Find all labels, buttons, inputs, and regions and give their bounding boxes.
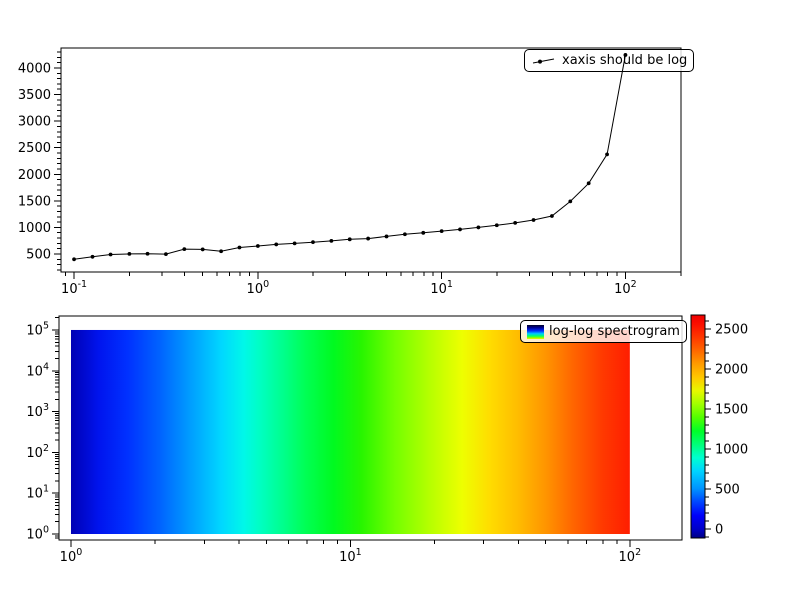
- y-tick-label: 101: [26, 484, 49, 502]
- axes-ticks: [52, 317, 631, 547]
- x-tick-label: 102: [619, 547, 642, 565]
- x-tick-label: 101: [430, 279, 453, 297]
- colorbar-tick-label: 2000: [715, 363, 748, 378]
- colorbar-frame: [690, 314, 706, 539]
- colorbar-tick-label: 0: [715, 522, 723, 537]
- line-marker-legend-icon: [532, 58, 555, 64]
- y-tick-label: 3000: [18, 115, 51, 130]
- x-tick-label: 102: [614, 279, 637, 297]
- y-tick-label: 100: [26, 525, 49, 543]
- y-tick-label: 2000: [18, 168, 51, 183]
- legend-top-label: xaxis should be log: [562, 53, 688, 68]
- y-tick-label: 1500: [18, 194, 51, 209]
- colorbar-gradient: [691, 315, 705, 538]
- y-tick-label: 500: [26, 247, 51, 262]
- colorbar-tick-label: 500: [715, 482, 740, 497]
- x-tick-label: 101: [339, 547, 362, 565]
- axes-ticks: [54, 51, 682, 279]
- y-tick-label: 2500: [18, 141, 51, 156]
- colormap-thumbnail-icon: [527, 324, 544, 339]
- top-plot: 10-1 100 101 102 500 1000 1500 2000 2500 3000 3500…: [18, 47, 682, 297]
- y-tick-label: 103: [26, 402, 49, 420]
- colorbar-tick-label: 2500: [715, 323, 748, 338]
- colorbar-ticks: [705, 320, 711, 538]
- x-tick-label: 10-1: [61, 279, 87, 297]
- legend-top-plot: xaxis should be log: [524, 49, 695, 72]
- y-tick-label: 102: [26, 443, 49, 461]
- y-tick-label: 104: [26, 361, 49, 379]
- colorbar: 0 500 1000 1500 2000 2500: [690, 314, 748, 539]
- colorbar-tick-label: 1500: [715, 403, 748, 418]
- bottom-plot: 100 101 102 100 101 102 103 104 105: [26, 315, 683, 565]
- colorbar-tick-label: 1000: [715, 443, 748, 458]
- legend-bottom-plot: log-log spectrogram: [520, 320, 687, 343]
- y-tick-label: 3500: [18, 88, 51, 103]
- y-tick-label: 1000: [18, 221, 51, 236]
- spectrogram-image: [70, 329, 630, 535]
- axes-frame: [60, 47, 682, 273]
- legend-bottom-label: log-log spectrogram: [549, 324, 680, 339]
- y-tick-label: 4000: [18, 61, 51, 76]
- x-tick-label: 100: [247, 279, 270, 297]
- x-tick-label: 100: [60, 547, 83, 565]
- y-tick-label: 105: [26, 320, 49, 338]
